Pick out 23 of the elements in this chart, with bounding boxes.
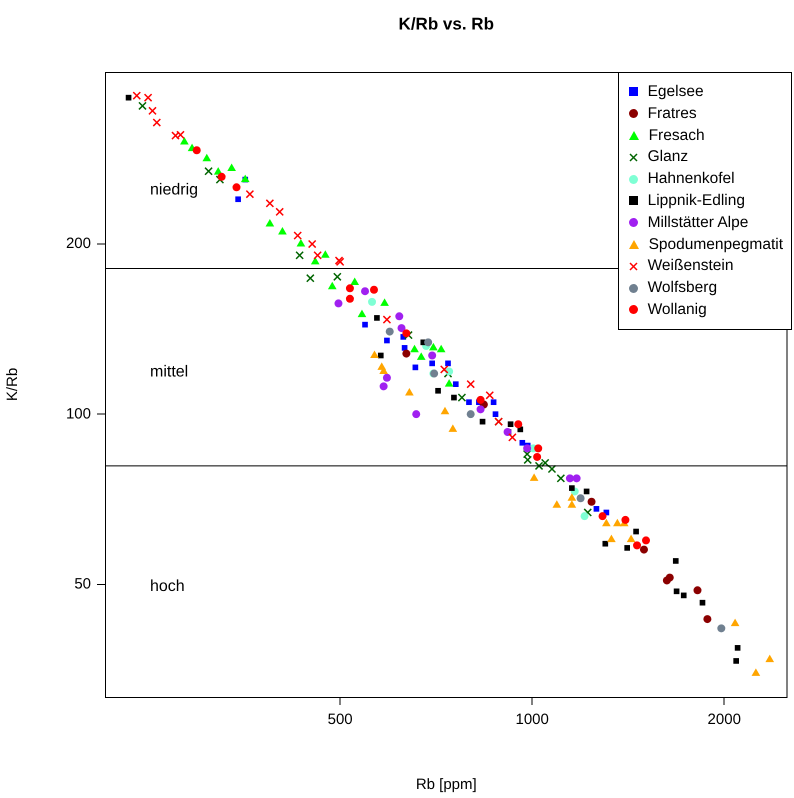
legend-label: Lippnik-Edling	[648, 190, 745, 211]
y-tick-label: 200	[66, 235, 91, 252]
legend-label: Spodumenpegmatit	[648, 234, 783, 255]
annotation: hoch	[150, 578, 185, 595]
x-tick-label: 2000	[708, 711, 741, 728]
legend-label: Weißenstein	[648, 256, 734, 276]
annotation: niedrig	[150, 182, 198, 199]
legend-label: Millstätter Alpe	[648, 212, 748, 233]
legend-label: Wolfsberg	[648, 278, 718, 298]
legend-label: Egelsee	[648, 82, 704, 102]
legend-label: Wollanig	[648, 300, 707, 320]
legend-label: Fresach	[648, 126, 705, 146]
legend-label: Glanz	[648, 147, 688, 168]
legend-label: Hahnenkofel	[648, 169, 735, 190]
x-axis-title: Rb [ppm]	[416, 776, 477, 794]
y-tick-label: 50	[74, 575, 91, 592]
legend-label: Fratres	[648, 104, 697, 124]
x-tick-label: 500	[328, 711, 353, 728]
y-axis-title: K/Rb	[4, 368, 22, 402]
annotation: mittel	[150, 364, 188, 381]
chart-title: K/Rb vs. Rb	[398, 14, 494, 34]
x-tick-label: 1000	[515, 711, 549, 728]
y-tick-label: 100	[66, 405, 91, 422]
